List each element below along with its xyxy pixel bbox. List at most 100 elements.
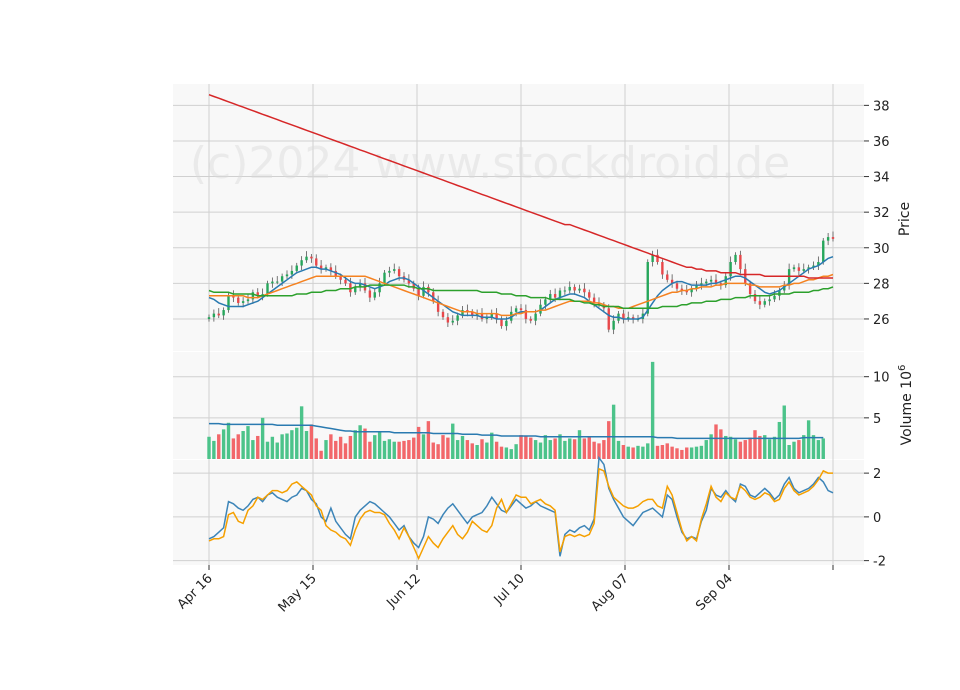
volume-bar xyxy=(704,440,708,459)
panel-background-2 xyxy=(173,460,864,565)
candle xyxy=(705,281,708,284)
volume-bar xyxy=(758,435,762,459)
candle xyxy=(407,279,411,284)
candle xyxy=(500,318,503,327)
price-tick-label: 26 xyxy=(873,313,890,328)
volume-bar xyxy=(533,440,538,459)
candle xyxy=(719,283,723,286)
price-tick-label: 30 xyxy=(873,242,890,257)
candle xyxy=(373,292,376,298)
candle xyxy=(510,311,513,321)
candle xyxy=(714,279,718,284)
volume-bar xyxy=(743,440,747,459)
candle xyxy=(329,267,333,271)
price-tick-label: 36 xyxy=(873,135,890,150)
volume-bar xyxy=(499,446,504,459)
volume-bar xyxy=(295,427,299,459)
price-tick-label: 38 xyxy=(873,99,890,114)
ma-mid-line xyxy=(209,273,834,317)
osc-b-line xyxy=(208,467,833,561)
volume-axis-label-text: Volume xyxy=(899,393,915,445)
candle xyxy=(471,311,474,316)
oscillator-tick-label: 2 xyxy=(873,467,881,482)
oscillator-tick-label: 0 xyxy=(873,511,881,526)
candle xyxy=(656,254,659,262)
volume-bar xyxy=(675,448,679,459)
volume-bar xyxy=(665,443,669,459)
candle xyxy=(461,310,464,316)
volume-bar xyxy=(753,430,757,459)
volume-bar xyxy=(607,421,611,459)
volume-bar xyxy=(602,440,606,459)
volume-bar xyxy=(324,440,328,459)
volume-bar xyxy=(689,447,694,459)
volume-bar xyxy=(641,446,645,459)
volume-bar xyxy=(592,441,596,459)
volume-bar xyxy=(733,439,738,459)
volume-bar xyxy=(611,404,616,459)
volume-bar xyxy=(802,435,806,459)
volume-bar xyxy=(416,426,421,459)
volume-bar xyxy=(343,443,348,459)
volume-bar xyxy=(480,439,484,459)
candle xyxy=(251,292,255,300)
volume-bar xyxy=(431,442,435,459)
candle xyxy=(466,310,469,312)
candle xyxy=(573,286,576,291)
volume-bar xyxy=(748,437,752,459)
candle xyxy=(802,269,805,271)
volume-bar xyxy=(260,417,265,459)
volume-bar xyxy=(636,445,640,459)
candle xyxy=(583,288,586,293)
candle xyxy=(417,288,420,296)
chart-grid xyxy=(173,84,864,565)
candle xyxy=(661,262,664,275)
volume-bar xyxy=(358,425,362,459)
candle xyxy=(690,288,693,293)
candle xyxy=(768,299,771,302)
volume-bar xyxy=(436,444,440,459)
candle xyxy=(354,286,357,293)
candle xyxy=(734,254,737,262)
volume-bar xyxy=(694,446,699,459)
candle xyxy=(607,308,610,330)
volume-bar xyxy=(363,428,367,459)
volume-bar xyxy=(621,445,626,459)
oscillator-tick-label: -2 xyxy=(873,555,886,570)
candle xyxy=(383,272,386,284)
volume-bar xyxy=(226,422,231,459)
candle xyxy=(300,260,303,266)
candle xyxy=(310,256,313,259)
candle xyxy=(758,301,762,305)
volume-bar xyxy=(441,435,445,459)
candle xyxy=(212,313,216,318)
volume-bar xyxy=(816,440,821,459)
volume-bar xyxy=(265,441,270,459)
candle xyxy=(729,262,732,277)
volume-bar xyxy=(563,440,567,459)
candle xyxy=(271,281,274,284)
volume-axis-label: Volume 106 xyxy=(897,365,915,446)
candle xyxy=(778,290,781,296)
volume-bar xyxy=(465,440,470,459)
candle xyxy=(519,308,523,311)
volume-axis-exponent: 6 xyxy=(897,365,908,371)
candle xyxy=(256,292,259,296)
candle xyxy=(441,311,445,318)
price-tick-label: 34 xyxy=(873,171,890,186)
volume-bar xyxy=(382,440,387,459)
volume-bar xyxy=(504,447,509,459)
volume-bar xyxy=(728,436,733,459)
candle xyxy=(368,290,372,298)
candle xyxy=(666,274,669,280)
candle xyxy=(797,267,801,271)
x-tick-label: May 15 xyxy=(276,571,320,615)
volume-bar xyxy=(670,446,674,459)
volume-bar xyxy=(377,431,382,459)
candle xyxy=(826,237,830,241)
volume-bar xyxy=(538,442,543,459)
candle xyxy=(276,281,279,283)
volume-bar xyxy=(787,445,791,459)
volume-bar xyxy=(806,420,811,459)
